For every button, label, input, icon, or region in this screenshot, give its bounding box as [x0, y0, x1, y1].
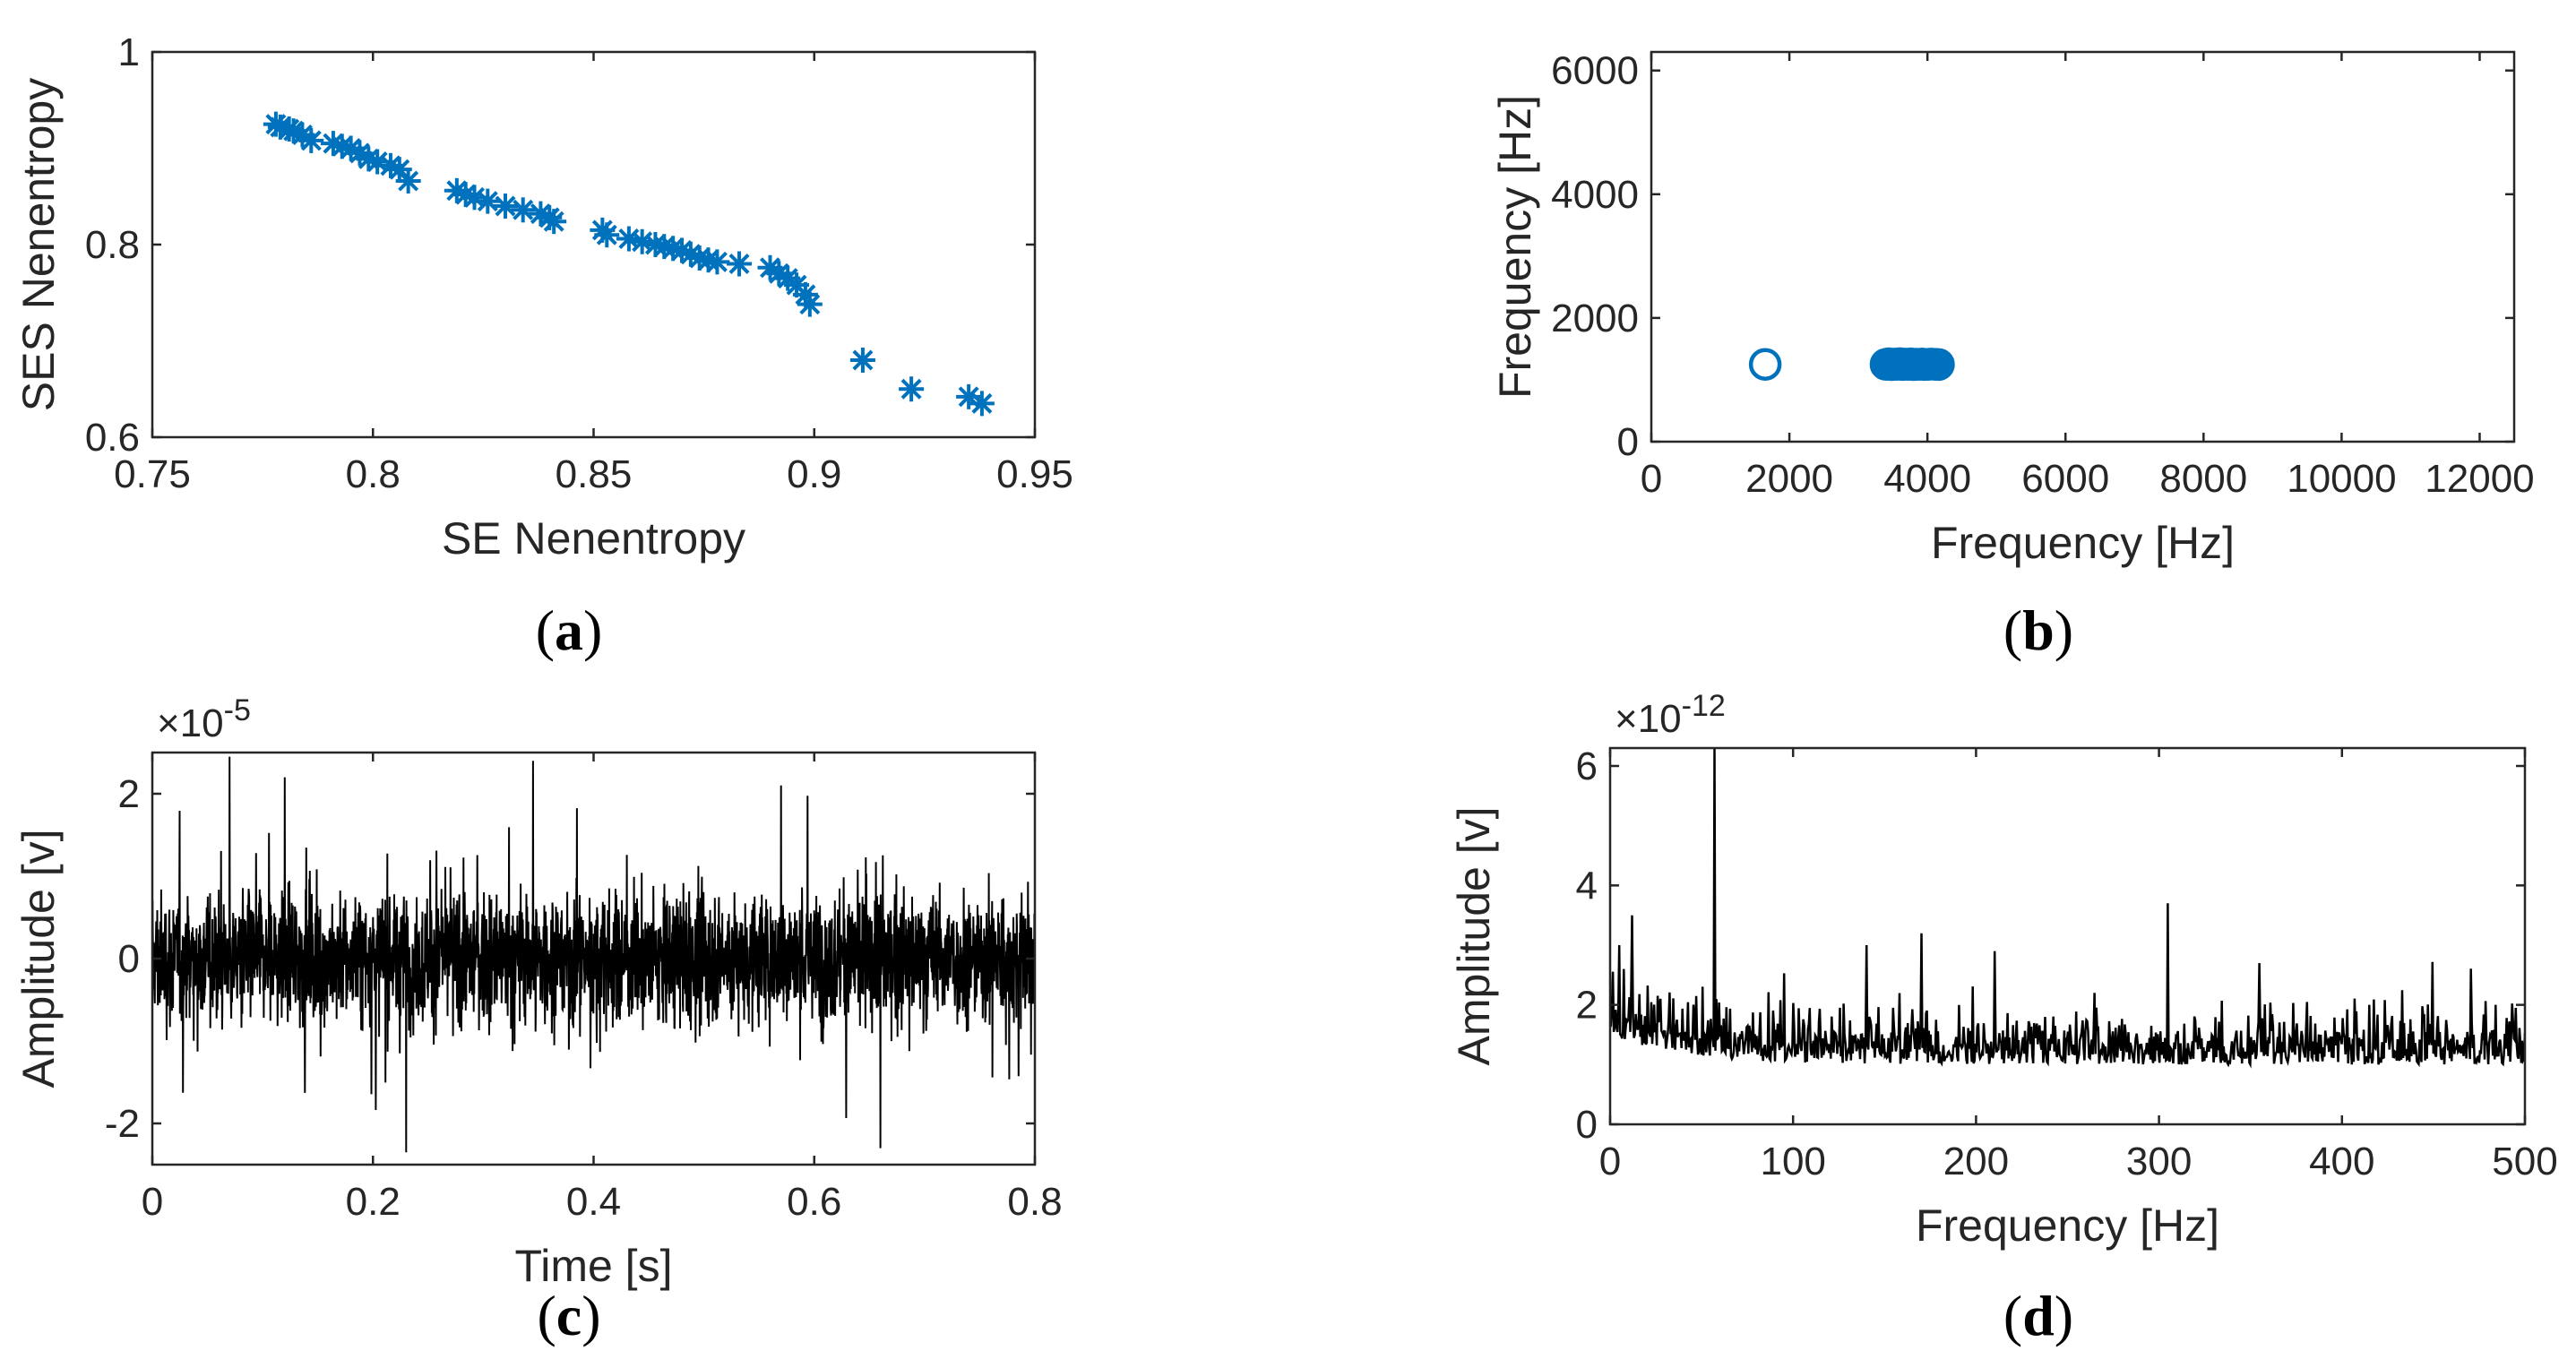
panel-label-letter: c: [556, 1284, 582, 1347]
panel-label: (d): [2003, 1284, 2073, 1347]
plot-area: [1748, 347, 1955, 382]
x-tick-label: 6000: [2021, 457, 2109, 501]
exponent-label: ×10-12: [1615, 689, 1726, 741]
x-tick-label: 0.4: [566, 1180, 621, 1224]
x-tick-label: 10000: [2287, 457, 2396, 501]
data-point: [899, 376, 925, 402]
x-tick-label: 500: [2492, 1140, 2557, 1183]
panel-label-open: (: [536, 598, 555, 662]
y-axis-label: Frequency [Hz]: [1490, 95, 1540, 399]
panel-label-close: ): [2055, 1284, 2073, 1347]
x-axis-label: Time [s]: [515, 1241, 673, 1291]
y-tick-label: 0.8: [85, 223, 140, 267]
y-axis-label: Amplitude [v]: [1449, 806, 1499, 1065]
y-tick-label: 1: [118, 30, 140, 74]
y-tick-label: 6000: [1551, 49, 1639, 93]
panel-label-open: (: [2003, 598, 2022, 662]
x-tick-label: 0.9: [787, 452, 841, 496]
y-tick-label: 6: [1576, 744, 1598, 788]
y-tick-label: 2000: [1551, 297, 1639, 340]
x-tick-label: 0: [142, 1180, 163, 1224]
x-tick-label: 2000: [1745, 457, 1833, 501]
y-tick-label: 4: [1576, 864, 1598, 908]
panel-label-close: ): [582, 1284, 600, 1347]
panel-label: (b): [2003, 598, 2073, 662]
x-tick-label: 4000: [1883, 457, 1971, 501]
data-point: [727, 251, 753, 277]
data-point: [969, 391, 995, 417]
panel-label-close: ): [2055, 598, 2073, 662]
y-tick-label: 0: [1617, 420, 1639, 464]
x-tick-label: 8000: [2159, 457, 2247, 501]
exponent-label: ×10-5: [157, 693, 251, 745]
y-tick-label: -2: [105, 1102, 140, 1146]
x-tick-label: 400: [2309, 1140, 2374, 1183]
data-point: [797, 291, 823, 317]
y-tick-label: 2: [1576, 984, 1598, 1028]
plot-area: [1610, 748, 2525, 1069]
data-point: [704, 249, 730, 275]
y-tick-label: 0: [1576, 1103, 1598, 1147]
data-point: [1922, 348, 1955, 382]
y-tick-label: 4000: [1551, 173, 1639, 217]
axes-box: [1650, 50, 2516, 443]
axes-box: [1608, 746, 2527, 1126]
x-tick-label: 0.8: [346, 452, 401, 496]
data-point: [510, 197, 536, 223]
x-tick-label: 300: [2126, 1140, 2192, 1183]
x-tick-label: 200: [1943, 1140, 2009, 1183]
data-point: [475, 188, 501, 214]
panel-d: 0 100 200 300 400 500 0 2 4 6 Frequency [Hz] Amplit…: [1449, 689, 2558, 1347]
x-tick-label: 0.8: [1007, 1180, 1062, 1224]
exponent-base: ×10: [157, 701, 224, 745]
y-tick-label: 0: [118, 937, 140, 981]
exponent-power: -5: [224, 693, 251, 727]
axes-box: [151, 50, 1037, 439]
data-point: [849, 348, 875, 373]
data-point: [594, 222, 620, 248]
plot-area: [263, 111, 995, 417]
signal-line: [152, 756, 1035, 1153]
y-axis-label: SES Nenentropy: [13, 78, 64, 411]
panel-label-open: (: [537, 1284, 556, 1347]
data-point: [1748, 348, 1782, 381]
data-point: [395, 168, 421, 194]
x-axis-label: Frequency [Hz]: [1931, 518, 2235, 568]
y-tick-label: 2: [118, 772, 140, 816]
plot-area: [152, 756, 1035, 1153]
spectrum-line: [1610, 748, 2525, 1069]
x-axis-label: SE Nenentropy: [442, 513, 745, 564]
x-tick-label: 0.2: [346, 1180, 401, 1224]
panel-label: (c): [537, 1284, 600, 1347]
x-axis-label: Frequency [Hz]: [1916, 1200, 2219, 1251]
exponent-base: ×10: [1615, 697, 1682, 741]
panel-label: (a): [536, 598, 603, 662]
y-tick-label: 0.6: [85, 416, 140, 460]
panel-b: 0 2000 4000 6000 8000 10000 12000 0 2000 4000 6000…: [1490, 49, 2535, 662]
data-point: [541, 209, 567, 235]
x-tick-label: 0.85: [556, 452, 633, 496]
x-tick-label: 12000: [2425, 457, 2534, 501]
x-tick-label: 0.75: [114, 452, 191, 496]
x-tick-label: 100: [1760, 1140, 1825, 1183]
exponent-power: -12: [1682, 689, 1726, 723]
panel-label-close: ): [583, 598, 602, 662]
panel-label-letter: d: [2022, 1284, 2055, 1347]
x-tick-label: 0: [1599, 1140, 1621, 1183]
data-point: [298, 127, 324, 153]
panel-a: 0.75 0.8 0.85 0.9 0.95 0.6 0.8 1 SE Nenentropy SE…: [13, 30, 1073, 662]
panel-label-letter: a: [555, 598, 583, 662]
x-tick-label: 0.95: [996, 452, 1073, 496]
panel-label-letter: b: [2022, 598, 2055, 662]
y-axis-label: Amplitude [v]: [13, 829, 64, 1088]
x-tick-label: 0: [1641, 457, 1662, 501]
x-tick-label: 0.6: [787, 1180, 841, 1224]
data-point: [493, 194, 518, 219]
panel-label-open: (: [2003, 1284, 2022, 1347]
